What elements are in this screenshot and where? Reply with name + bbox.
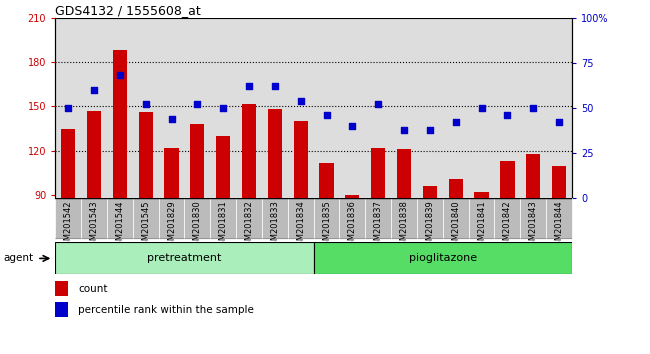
Bar (185, 198, 211, 239)
Text: GDS4132 / 1555608_at: GDS4132 / 1555608_at (55, 4, 201, 17)
Text: GSM201543: GSM201543 (90, 200, 99, 251)
Bar (81, 198, 107, 239)
Text: GSM201831: GSM201831 (218, 200, 227, 251)
Bar (552, 166, 566, 329)
Text: GSM201840: GSM201840 (451, 200, 460, 251)
Bar (242, 103, 256, 329)
Bar (87, 111, 101, 329)
Point (63, 105, 73, 111)
Point (476, 105, 487, 111)
Point (270, 84, 280, 89)
Point (424, 127, 435, 132)
Bar (526, 154, 540, 329)
Bar (469, 198, 495, 239)
Point (89, 87, 99, 93)
Text: GSM201843: GSM201843 (528, 200, 538, 251)
Bar (313, 198, 339, 239)
Text: GSM201839: GSM201839 (425, 200, 434, 251)
Text: GSM201836: GSM201836 (348, 200, 357, 251)
Point (244, 84, 254, 89)
Text: count: count (78, 284, 107, 293)
Bar (55, 198, 81, 239)
Bar (371, 148, 385, 329)
Bar (391, 198, 417, 239)
Point (347, 123, 358, 129)
Text: GSM201542: GSM201542 (64, 200, 73, 251)
Bar (61, 129, 75, 329)
Point (218, 105, 228, 111)
Bar (288, 198, 313, 239)
Text: GSM201545: GSM201545 (141, 200, 150, 251)
Text: GSM201832: GSM201832 (244, 200, 254, 251)
Bar (546, 198, 572, 239)
Text: pioglitazone: pioglitazone (409, 253, 477, 263)
Text: GSM201544: GSM201544 (115, 200, 124, 251)
Point (192, 102, 203, 107)
Point (114, 73, 125, 78)
Text: GSM201838: GSM201838 (400, 200, 409, 251)
Bar (313, 242, 572, 274)
Bar (422, 187, 437, 329)
Text: GSM201837: GSM201837 (374, 200, 383, 251)
Point (166, 116, 177, 122)
Bar (159, 198, 185, 239)
Text: agent: agent (3, 253, 33, 263)
Bar (138, 113, 153, 329)
Point (296, 98, 306, 104)
Bar (211, 198, 236, 239)
Bar (521, 198, 546, 239)
Text: GSM201841: GSM201841 (477, 200, 486, 251)
Bar (164, 148, 179, 329)
Text: pretreatment: pretreatment (148, 253, 222, 263)
Bar (474, 192, 489, 329)
Point (321, 112, 332, 118)
Bar (55, 302, 68, 317)
Text: GSM201830: GSM201830 (193, 200, 202, 251)
Bar (319, 163, 333, 329)
Bar (345, 195, 359, 329)
Bar (294, 121, 308, 329)
Bar (397, 149, 411, 329)
Bar (236, 198, 262, 239)
Text: GSM201834: GSM201834 (296, 200, 306, 251)
Bar (55, 242, 313, 274)
Bar (495, 198, 521, 239)
Bar (107, 198, 133, 239)
Point (140, 102, 151, 107)
Point (502, 112, 513, 118)
Text: GSM201829: GSM201829 (167, 200, 176, 251)
Bar (268, 109, 282, 329)
Bar (190, 124, 205, 329)
Bar (112, 50, 127, 329)
Point (373, 102, 384, 107)
Bar (262, 198, 288, 239)
Bar (443, 198, 469, 239)
Bar (216, 136, 230, 329)
Text: GSM201835: GSM201835 (322, 200, 331, 251)
Bar (500, 161, 515, 329)
Point (528, 105, 538, 111)
Point (399, 127, 410, 132)
Point (554, 120, 564, 125)
Text: GSM201842: GSM201842 (503, 200, 512, 251)
Bar (448, 179, 463, 329)
Text: GSM201844: GSM201844 (554, 200, 564, 251)
Bar (55, 281, 68, 296)
Point (450, 120, 461, 125)
Bar (365, 198, 391, 239)
Text: GSM201833: GSM201833 (270, 200, 280, 251)
Bar (417, 198, 443, 239)
Text: percentile rank within the sample: percentile rank within the sample (78, 305, 254, 315)
Bar (133, 198, 159, 239)
Bar (339, 198, 365, 239)
